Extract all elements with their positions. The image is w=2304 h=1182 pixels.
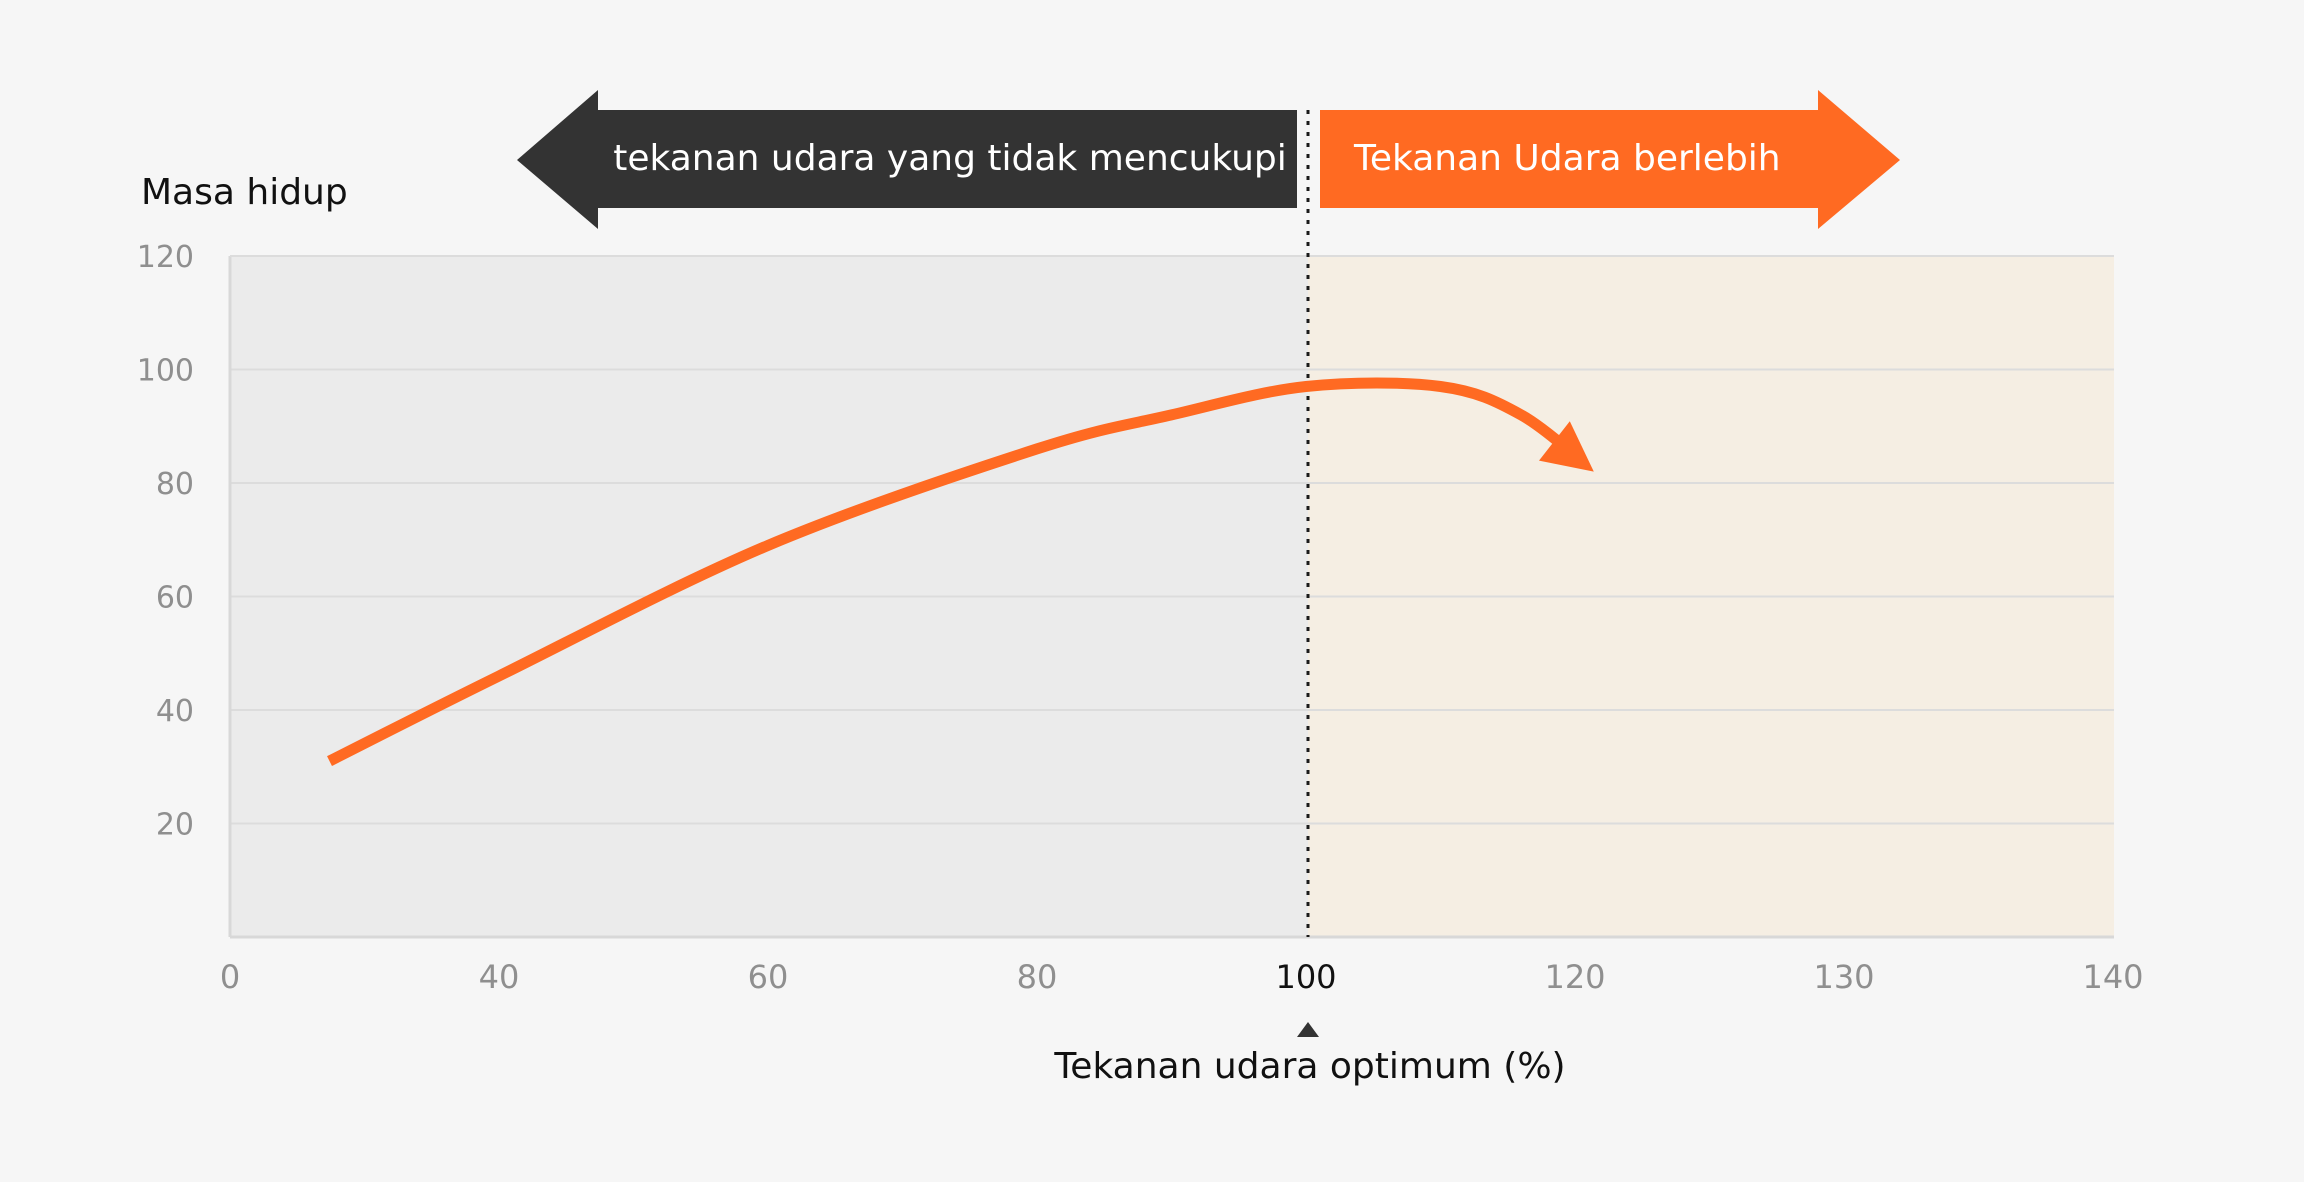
curve-arrowhead [1539,421,1594,472]
left-arrow-shape [517,90,1297,229]
lifetime-curve [327,377,1598,767]
x-tick-label: 140 [2082,958,2143,996]
right-arrow-shape [1320,90,1900,229]
y-tick-label: 100 [137,354,194,389]
x-tick-label: 120 [1544,958,1605,996]
x-axis-title: Tekanan udara optimum (%) [1053,1046,1565,1087]
y-tick-label: 60 [156,581,194,616]
x-tick-label: 130 [1813,958,1874,996]
x-tick-label-optimum: 100 [1275,958,1336,996]
optimum-marker-icon [1297,1022,1319,1037]
excess-pressure-label: Tekanan Udara berlebih [1353,138,1781,179]
x-tick-label: 60 [748,958,789,996]
x-tick-label: 40 [479,958,520,996]
y-axis-title: Masa hidup [141,172,348,213]
excess-pressure-banner: Tekanan Udara berlebih [1320,90,1900,229]
y-tick-label: 120 [137,240,194,275]
x-tick-label: 0 [220,958,240,996]
y-tick-label: 20 [156,808,194,843]
y-tick-labels: 20 40 60 80 100 120 [137,240,194,843]
y-tick-label: 80 [156,467,194,502]
x-tick-labels: 0 40 60 80 100 120 130 140 [220,958,2144,996]
insufficient-pressure-banner: tekanan udara yang tidak mencukupi [517,90,1297,229]
x-tick-label: 80 [1017,958,1058,996]
insufficient-pressure-label: tekanan udara yang tidak mencukupi [613,138,1287,179]
gridlines [230,368,2114,825]
y-tick-label: 40 [156,694,194,729]
